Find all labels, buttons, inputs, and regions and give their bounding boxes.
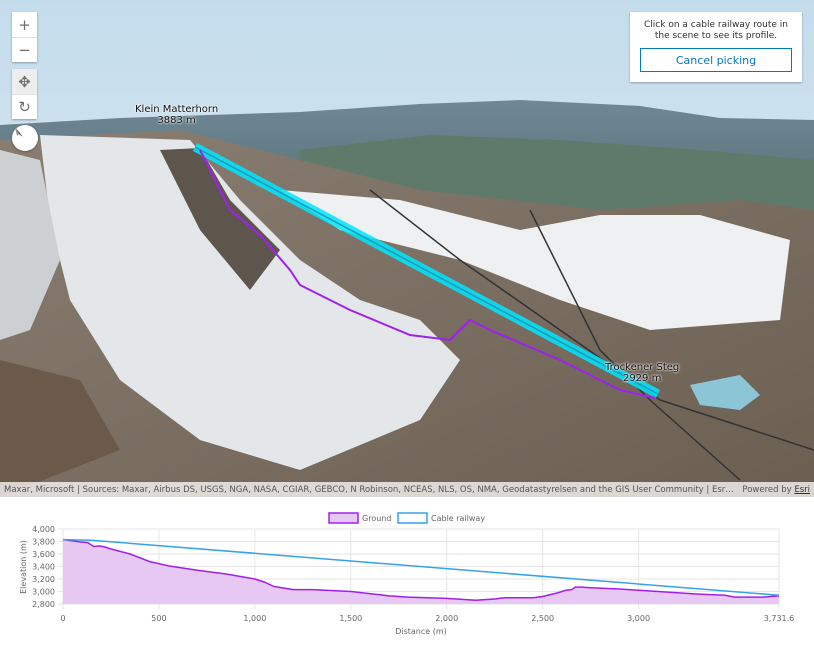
rotate-icon: ↻ <box>18 98 31 116</box>
elevation-profile-chart: Ground Cable railway 4,000 3,800 3,600 3,40… <box>19 512 795 636</box>
y-tick-label: 3,000 <box>32 588 55 597</box>
y-axis-label: Elevation (m) <box>19 540 28 594</box>
x-tick-label: 2,000 <box>435 614 458 623</box>
station-elevation: 2929 m <box>622 373 662 384</box>
esri-link[interactable]: Esri <box>794 484 810 495</box>
legend-swatch-cable <box>397 512 428 524</box>
station-name: Klein Matterhorn <box>135 104 219 115</box>
ground-line <box>62 538 780 602</box>
y-tick-label: 3,400 <box>32 563 55 572</box>
attribution-text[interactable]: Maxar, Microsoft | Sources: Maxar, Airbu… <box>4 484 735 495</box>
profile-panel: Click on a cable railway route in the sc… <box>630 12 802 82</box>
navigation-toggle: ✥ ↻ <box>12 69 37 119</box>
x-tick-label: 3,000 <box>627 614 650 623</box>
3d-scene-view[interactable]: Klein Matterhorn 3883 m Trockener Steg 292… <box>0 0 814 497</box>
label-trockener-steg: Trockener Steg 2929 m <box>605 362 679 384</box>
rotate-button[interactable]: ↻ <box>12 94 37 119</box>
pan-button[interactable]: ✥ <box>12 69 37 94</box>
attribution-bar: Maxar, Microsoft | Sources: Maxar, Airbu… <box>0 482 814 497</box>
y-tick-label: 2,800 <box>32 600 55 609</box>
x-tick-label: 1,500 <box>339 614 362 623</box>
x-tick-label: 1,000 <box>243 614 266 623</box>
x-tick-label: 3,731.6 <box>764 614 795 623</box>
zoom-controls: + − <box>12 12 37 62</box>
y-tick-label: 3,800 <box>32 538 55 547</box>
y-tick-label: 4,000 <box>32 525 55 534</box>
label-klein-matterhorn: Klein Matterhorn 3883 m <box>135 104 218 126</box>
panel-message: Click on a cable railway route in the sc… <box>644 20 788 41</box>
zoom-in-button[interactable]: + <box>18 15 31 34</box>
legend-label-cable: Cable railway <box>431 514 485 523</box>
legend-label-ground: Ground <box>362 514 391 523</box>
y-tick-label: 3,600 <box>32 550 55 559</box>
station-elevation: 3883 m <box>157 115 196 126</box>
y-tick-label: 3,200 <box>32 575 55 584</box>
x-axis-label: Distance (m) <box>395 627 447 636</box>
cancel-picking-button[interactable]: Cancel picking <box>640 48 792 72</box>
terrain-scene <box>0 0 814 497</box>
legend-swatch-ground <box>328 512 359 524</box>
x-tick-label: 0 <box>60 614 65 623</box>
x-tick-label: 2,500 <box>531 614 554 623</box>
chart-legend: Ground Cable railway <box>328 512 485 524</box>
cable-railway-line <box>62 538 780 596</box>
move-icon: ✥ <box>18 72 31 91</box>
zoom-out-button[interactable]: − <box>12 37 37 62</box>
powered-by: Powered by <box>742 484 792 495</box>
compass-button[interactable] <box>12 125 38 151</box>
compass-icon <box>15 127 23 137</box>
station-name: Trockener Steg <box>605 362 680 373</box>
x-tick-label: 500 <box>151 614 166 623</box>
ground-area <box>63 539 779 604</box>
